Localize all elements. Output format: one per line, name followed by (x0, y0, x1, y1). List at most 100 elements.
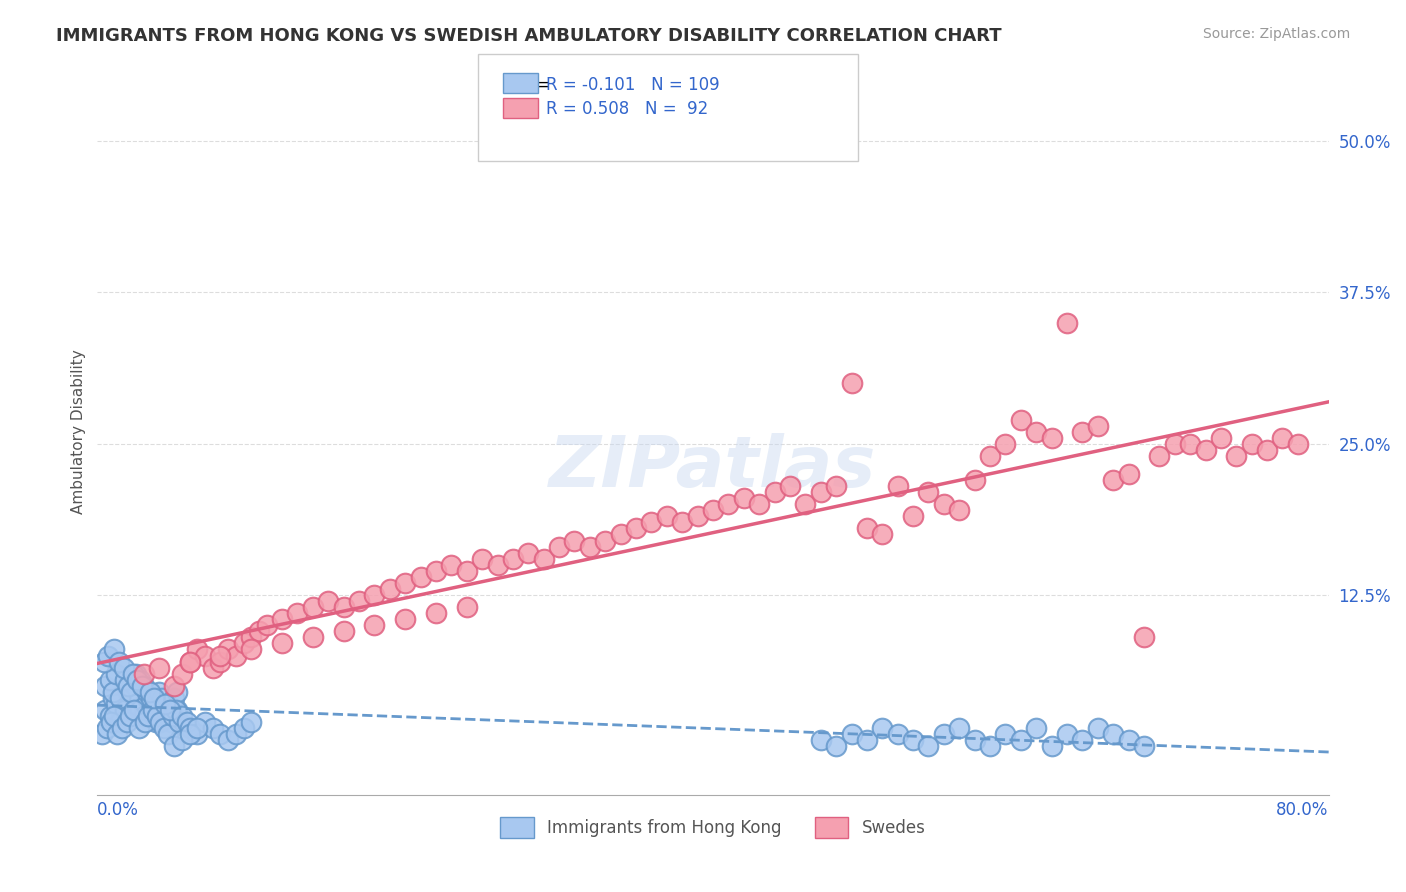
Point (111, 721, 134, 735)
Point (1118, 733, 1140, 747)
Point (156, 703, 179, 717)
Point (471, 551, 494, 566)
Point (91, 727, 114, 741)
Point (128, 721, 150, 735)
Point (686, 509, 709, 524)
Point (301, 600, 323, 615)
Point (841, 727, 863, 741)
Point (186, 721, 208, 735)
Point (201, 660, 224, 674)
Point (1102, 473, 1125, 487)
Point (825, 479, 848, 493)
Point (1010, 412, 1032, 426)
Point (810, 485, 832, 500)
Point (609, 527, 631, 541)
Point (1225, 449, 1247, 463)
Point (232, 721, 254, 735)
Point (129, 673, 152, 687)
Point (179, 721, 201, 735)
Point (363, 588, 385, 602)
Point (856, 521, 879, 535)
Point (1118, 467, 1140, 481)
Point (138, 685, 160, 699)
Point (1010, 733, 1032, 747)
Point (994, 727, 1017, 741)
Point (948, 721, 970, 735)
Point (579, 540, 602, 554)
Point (301, 631, 323, 645)
Point (142, 703, 165, 717)
Point (232, 636, 254, 650)
Point (1209, 431, 1232, 445)
Text: Source: ZipAtlas.com: Source: ZipAtlas.com (1202, 27, 1350, 41)
Point (163, 709, 186, 723)
Point (117, 679, 139, 693)
Point (425, 564, 447, 578)
Point (593, 533, 616, 548)
Point (640, 516, 662, 530)
Point (141, 690, 163, 705)
Point (564, 533, 586, 548)
Y-axis label: Ambulatory Disability: Ambulatory Disability (72, 350, 86, 514)
Point (963, 473, 986, 487)
Point (217, 642, 239, 657)
Point (702, 503, 724, 517)
Point (135, 690, 157, 705)
Point (112, 660, 135, 674)
Point (748, 497, 770, 511)
Point (97, 648, 120, 663)
Point (394, 612, 416, 626)
Point (136, 709, 159, 723)
Point (121, 666, 143, 681)
Point (179, 655, 201, 669)
Point (1256, 442, 1278, 457)
Point (1040, 739, 1063, 754)
Point (810, 733, 832, 747)
Point (179, 727, 201, 741)
Point (794, 497, 817, 511)
Point (165, 703, 187, 717)
Point (170, 666, 193, 681)
Point (120, 709, 142, 723)
Point (100, 715, 122, 730)
Point (240, 642, 263, 657)
Point (114, 703, 136, 717)
Point (135, 685, 157, 699)
Point (104, 697, 127, 711)
Point (440, 558, 463, 572)
Point (1271, 431, 1294, 445)
Point (1087, 418, 1109, 433)
Point (176, 715, 198, 730)
Point (456, 600, 478, 615)
Point (533, 551, 555, 566)
Point (378, 582, 401, 596)
Text: R = -0.101   N = 109: R = -0.101 N = 109 (546, 76, 718, 94)
Point (186, 727, 208, 741)
Text: 80.0%: 80.0% (1277, 801, 1329, 819)
Point (124, 703, 146, 717)
Point (456, 564, 478, 578)
Point (316, 594, 339, 608)
Point (1087, 721, 1109, 735)
Point (1149, 449, 1171, 463)
Point (1102, 727, 1125, 741)
Point (149, 715, 172, 730)
Point (125, 697, 148, 711)
Point (240, 631, 263, 645)
Point (1240, 436, 1263, 450)
Point (271, 612, 294, 626)
Point (872, 721, 894, 735)
Point (103, 642, 125, 657)
Text: R =: R = (509, 76, 555, 94)
Point (132, 679, 155, 693)
Point (979, 739, 1001, 754)
Point (1071, 733, 1094, 747)
Point (779, 479, 801, 493)
Point (825, 739, 848, 754)
Point (717, 497, 740, 511)
Point (153, 697, 176, 711)
Point (763, 485, 786, 500)
Point (1071, 425, 1094, 439)
Point (94, 703, 117, 717)
Point (127, 673, 149, 687)
